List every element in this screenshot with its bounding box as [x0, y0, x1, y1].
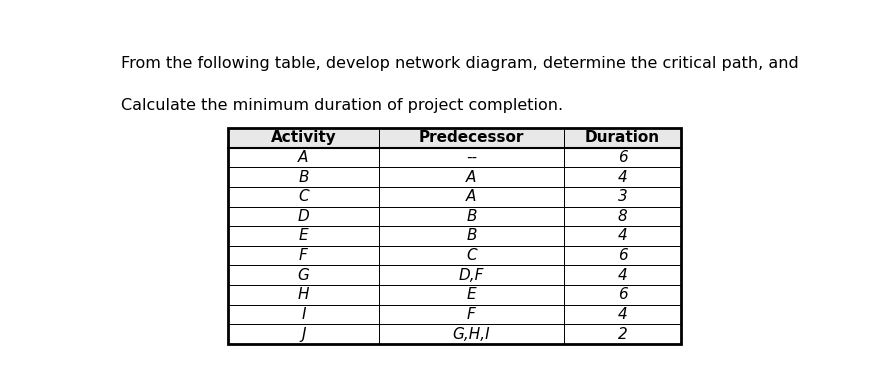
- Text: F: F: [467, 307, 475, 322]
- Text: Duration: Duration: [585, 130, 659, 145]
- Bar: [378, 246, 563, 266]
- Text: E: E: [299, 229, 307, 243]
- Text: 8: 8: [617, 209, 626, 224]
- Bar: [563, 285, 680, 305]
- Text: Calculate the minimum duration of project completion.: Calculate the minimum duration of projec…: [121, 98, 563, 113]
- Bar: [563, 167, 680, 187]
- Bar: [563, 324, 680, 344]
- Text: 6: 6: [617, 150, 626, 165]
- Bar: [228, 128, 378, 147]
- Bar: [378, 266, 563, 285]
- Bar: [228, 305, 378, 324]
- Text: D: D: [297, 209, 309, 224]
- Text: --: --: [465, 150, 477, 165]
- Bar: [228, 167, 378, 187]
- Bar: [378, 324, 563, 344]
- Text: 6: 6: [617, 248, 626, 263]
- Text: H: H: [298, 287, 308, 303]
- Text: E: E: [466, 287, 476, 303]
- Text: 4: 4: [617, 268, 626, 283]
- Bar: [378, 187, 563, 207]
- Bar: [228, 147, 378, 167]
- Text: 3: 3: [617, 189, 626, 204]
- Bar: [378, 147, 563, 167]
- Bar: [228, 226, 378, 246]
- Text: I: I: [300, 307, 306, 322]
- Bar: [228, 266, 378, 285]
- Text: 2: 2: [617, 327, 626, 342]
- Bar: [228, 246, 378, 266]
- Text: 4: 4: [617, 170, 626, 184]
- Bar: [228, 187, 378, 207]
- Text: 4: 4: [617, 307, 626, 322]
- Text: B: B: [466, 209, 476, 224]
- Text: 4: 4: [617, 229, 626, 243]
- Text: B: B: [466, 229, 476, 243]
- Bar: [563, 246, 680, 266]
- Text: 6: 6: [617, 287, 626, 303]
- Bar: [563, 147, 680, 167]
- Text: G,H,I: G,H,I: [452, 327, 490, 342]
- Text: From the following table, develop network diagram, determine the critical path, : From the following table, develop networ…: [121, 56, 798, 71]
- Bar: [228, 207, 378, 226]
- Bar: [563, 305, 680, 324]
- Text: A: A: [466, 189, 476, 204]
- Bar: [563, 266, 680, 285]
- Text: Predecessor: Predecessor: [418, 130, 524, 145]
- Bar: [228, 324, 378, 344]
- Text: F: F: [299, 248, 307, 263]
- Bar: [563, 226, 680, 246]
- Text: Activity: Activity: [270, 130, 336, 145]
- Bar: [378, 128, 563, 147]
- Bar: [378, 207, 563, 226]
- Bar: [563, 207, 680, 226]
- Text: D,F: D,F: [458, 268, 484, 283]
- Text: A: A: [466, 170, 476, 184]
- Bar: [228, 128, 680, 344]
- Text: A: A: [298, 150, 308, 165]
- Bar: [378, 226, 563, 246]
- Text: J: J: [300, 327, 306, 342]
- Text: C: C: [465, 248, 476, 263]
- Text: C: C: [298, 189, 308, 204]
- Bar: [563, 128, 680, 147]
- Bar: [563, 187, 680, 207]
- Text: B: B: [298, 170, 308, 184]
- Bar: [228, 285, 378, 305]
- Bar: [378, 167, 563, 187]
- Bar: [378, 305, 563, 324]
- Bar: [378, 285, 563, 305]
- Text: G: G: [297, 268, 309, 283]
